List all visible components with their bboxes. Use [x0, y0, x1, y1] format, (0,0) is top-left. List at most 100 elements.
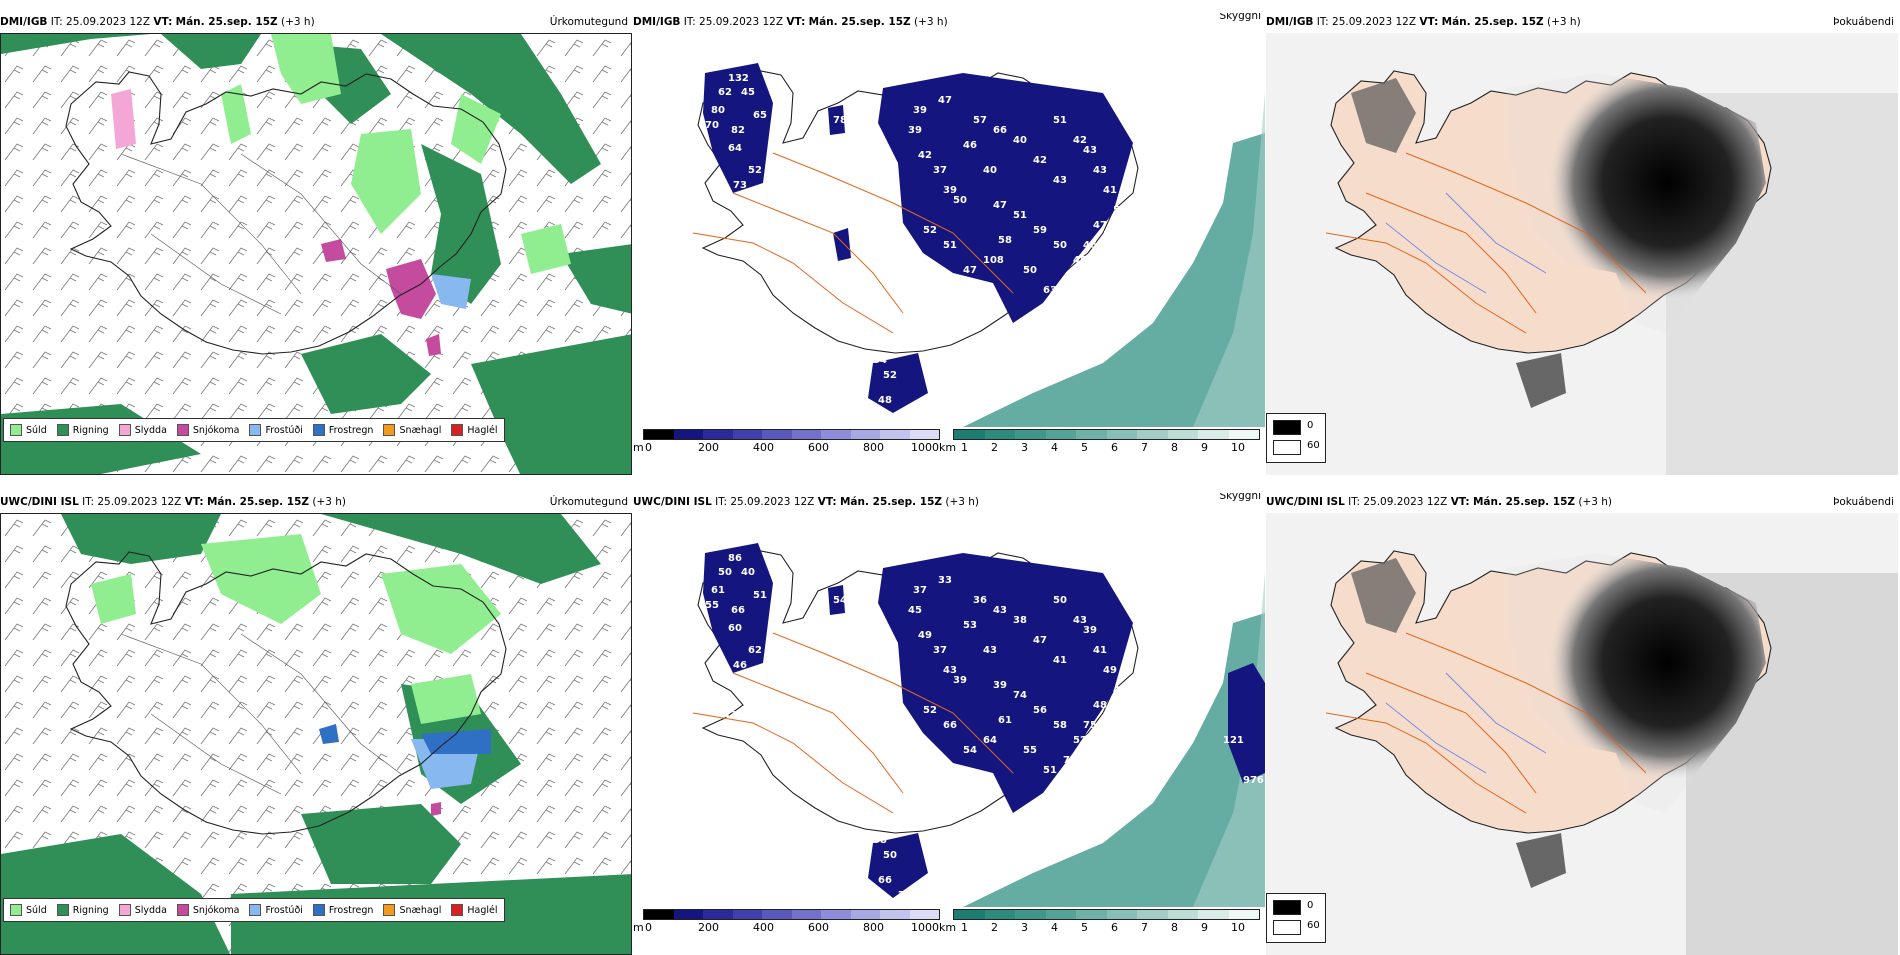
cloud-base-label: 39 — [993, 680, 1007, 691]
cloud-base-label: 46 — [963, 140, 977, 151]
init-time: IT: 25.09.2023 12Z — [82, 496, 182, 508]
cloud-base-label: 45 — [1073, 255, 1087, 266]
valid-time: Mán. 25.sep. 15Z — [808, 16, 911, 28]
cloud-base-label: 52 — [923, 705, 937, 716]
visibility-panel-uwc: UWC/DINI ISL IT: 25.09.2023 12Z VT: Mán.… — [633, 493, 1265, 955]
cloud-base-label: 51 — [753, 590, 767, 601]
forecast-offset: (+3 h) — [281, 16, 315, 28]
cloud-base-label: 42 — [1073, 135, 1087, 146]
cloud-base-label: 49 — [1103, 665, 1117, 676]
valid-time-label: VT: — [786, 16, 806, 28]
cloud-base-label: 52 — [883, 370, 897, 381]
valid-time-label: VT: — [817, 496, 837, 508]
cloud-base-label: 108 — [983, 255, 1004, 266]
legend-item: Snjókoma — [176, 424, 239, 436]
cloud-base-label: 63 — [1043, 285, 1057, 296]
cloud-base-label: 43 — [1083, 145, 1097, 156]
visibility-map[interactable]: 86 50 40 61 55 66 51 60 62 46 54 37 33 45 49 37 43 53 36 43… — [633, 513, 1265, 907]
legend-swatch — [10, 424, 22, 436]
cloud-base-label: 51 — [1043, 765, 1057, 776]
cloud-base-label: 52 — [923, 225, 937, 236]
cloud-base-label: 58 — [998, 235, 1012, 246]
cloud-base-label: 62 — [718, 87, 732, 98]
cloud-base-label: 47 — [993, 200, 1007, 211]
cloud-base-label: 50 — [1053, 595, 1067, 606]
legend-swatch — [312, 904, 325, 916]
cloud-base-label: 86 — [728, 553, 742, 564]
cloud-base-label: 38 — [1013, 615, 1027, 626]
legend-swatch — [249, 424, 262, 436]
valid-time-label: VT: — [1419, 16, 1439, 28]
legend-item: Slydda — [118, 424, 167, 436]
cloud-base-label: 51 — [1103, 230, 1117, 241]
precip-map[interactable] — [0, 33, 632, 475]
legend-item: Frostregn — [312, 904, 373, 916]
valid-time: Mán. 25.sep. 15Z — [1441, 16, 1544, 28]
cloud-base-label: 45 — [741, 87, 755, 98]
model-name: DMI/IGB — [1266, 16, 1314, 28]
cloud-base-label: 70 — [898, 890, 912, 901]
forecast-offset: (+3 h) — [945, 496, 980, 508]
cloud-base-label: 89 — [893, 730, 907, 741]
legend-item: Haglél — [451, 424, 498, 436]
colorbar-km — [953, 429, 1260, 440]
cloud-base-label: 50 — [1023, 265, 1037, 276]
precip-map[interactable] — [0, 513, 632, 955]
cloud-base-label: 70 — [705, 120, 719, 131]
legend-item: Rigning — [56, 424, 109, 436]
cloud-base-label: 78 — [833, 115, 847, 126]
visibility-colorbar: m 0 200 400 600 800 1000 km 1 2 3 4 5 6 … — [633, 429, 1265, 469]
cloud-base-label: 47 — [938, 95, 952, 106]
cloud-base-label: 50 — [1053, 240, 1067, 251]
cloud-base-label: 46 — [1083, 240, 1097, 251]
cloud-base-label: 55 — [1023, 745, 1037, 756]
legend-item: Súld — [10, 904, 47, 916]
init-time: IT: 25.09.2023 12Z — [1348, 496, 1448, 508]
cloud-base-label: 48 — [878, 395, 892, 406]
cloud-base-label: 45 — [908, 605, 922, 616]
cloud-base-label: 66 — [943, 720, 957, 731]
cloud-base-label: 61 — [711, 585, 725, 596]
cloud-base-label: 51 — [1053, 115, 1067, 126]
fog-map[interactable] — [1266, 33, 1898, 475]
fog-scale-legend: 0 60 — [1266, 893, 1326, 943]
cloud-base-label: 33 — [938, 575, 952, 586]
fog-index-panel-dmi: DMI/IGB IT: 25.09.2023 12Z VT: Mán. 25.s… — [1266, 13, 1898, 475]
legend-item: Frostúði — [249, 424, 303, 436]
cloud-base-label: 39 — [908, 125, 922, 136]
legend-swatch — [451, 904, 464, 916]
cloud-base-label: 97 — [1103, 710, 1117, 721]
fog-swatch-min — [1273, 440, 1301, 455]
valid-time-label: VT: — [1450, 496, 1470, 508]
cloud-base-label: 38 — [873, 835, 887, 846]
cloud-base-label: 43 — [1073, 615, 1087, 626]
model-name: DMI/IGB — [0, 16, 48, 28]
precip-type-legend: Súld Rigning Slydda Snjókoma Frostúði Fr… — [3, 898, 505, 922]
legend-swatch — [176, 904, 189, 916]
cloud-base-label: 43 — [1053, 175, 1067, 186]
fog-map[interactable] — [1266, 513, 1898, 955]
cloud-base-label: 51 — [1013, 210, 1027, 221]
km-unit: km — [939, 921, 957, 934]
cloud-base-label: 39 — [1083, 625, 1097, 636]
cloud-base-label: 53 — [1113, 205, 1127, 216]
cloud-base-label: 50 — [718, 567, 732, 578]
model-name: UWC/DINI ISL — [1266, 496, 1345, 508]
legend-item: Súld — [10, 424, 47, 436]
visibility-map[interactable]: 132 62 45 80 70 82 65 64 52 73 78 39 47 39 42 37 39 46 57 6… — [633, 33, 1265, 427]
cloud-base-label: 44 — [1113, 685, 1127, 696]
variable-name: Skyggni — [1219, 493, 1262, 502]
cloud-base-label: 41 — [1093, 645, 1107, 656]
legend-item: Snjókoma — [176, 904, 239, 916]
cloud-base-label: 74 — [1013, 690, 1027, 701]
cloud-base-label: 41 — [1053, 655, 1067, 666]
cloud-base-label: 47 — [893, 250, 907, 261]
forecast-offset: (+3 h) — [1547, 16, 1581, 28]
cloud-base-label: 74 — [1063, 755, 1077, 766]
cloud-base-label: 47 — [963, 265, 977, 276]
variable-name: Úrkomutegund — [549, 496, 628, 508]
fog-index-panel-uwc: UWC/DINI ISL IT: 25.09.2023 12Z VT: Mán.… — [1266, 493, 1898, 955]
cloud-base-label: 66 — [731, 605, 745, 616]
fog-swatch-min — [1273, 920, 1301, 935]
variable-name: Þokuábendi — [1833, 496, 1894, 508]
